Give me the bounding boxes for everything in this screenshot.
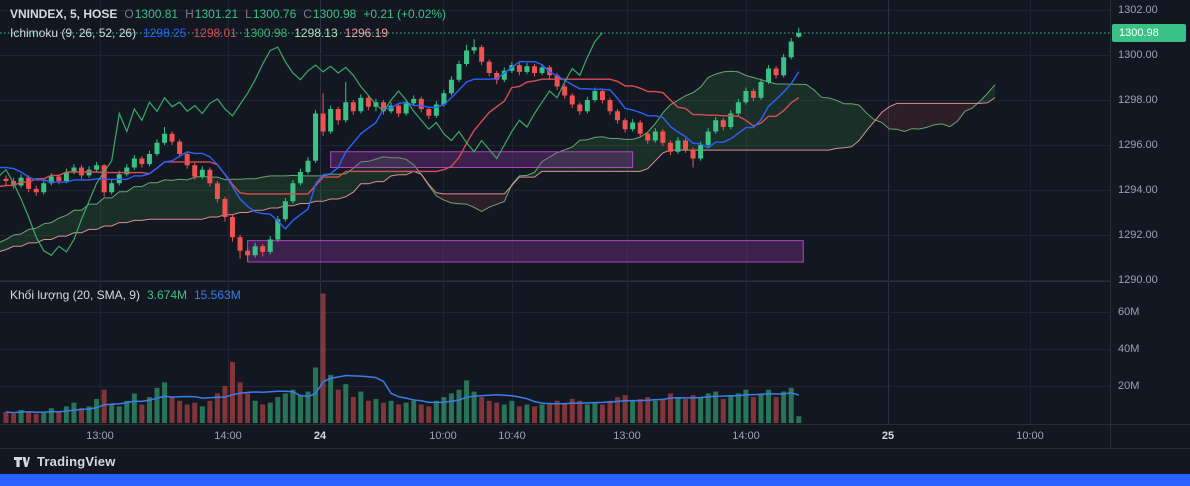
senkou-a-line [0,70,996,243]
time-axis-label: 25 [881,430,895,442]
ichimoku-cloud [0,71,996,252]
price-axis-label: 1298.00 [1118,94,1158,106]
ohlc-close: C 1300.98 [303,7,356,21]
ohlc-low: L 1300.76 [245,7,296,21]
bottom-accent-bar [0,474,1190,486]
time-axis-label: 14:00 [732,430,760,442]
time-axis-label: 24 [313,430,327,442]
senkou-b-line [0,97,996,252]
ohlc-open: O 1300.81 [124,7,178,21]
time-axis[interactable]: 13:00 14:00 24 10:00 10:40 13:00 14:00 25 10:00 [0,424,1110,449]
time-axis-label: 10:00 [429,430,457,442]
volume-ma-value: 15.563M [194,288,241,302]
open-value: 1300.81 [134,7,179,21]
price-axis-label: 1292.00 [1118,229,1158,241]
chart-canvas[interactable] [0,0,1110,424]
last-price-badge: 1300.98 [1112,24,1186,42]
ichimoku-senkou-a-value: 1298.13 [294,26,338,40]
close-value: 1300.98 [312,7,357,21]
high-value: 1301.21 [194,7,239,21]
tradingview-brand-text[interactable]: TradingView [37,454,116,469]
price-axis-label: 1290.00 [1118,274,1158,286]
price-axis-label: 1300.00 [1118,49,1158,61]
price-axis-label: 1302.00 [1118,4,1158,16]
time-axis-label: 13:00 [613,430,641,442]
symbol-title[interactable]: VNINDEX, 5, HOSE [10,7,118,21]
price-axis[interactable]: 1300.98 1302.00 1300.00 1298.00 1296.00 1294… [1110,0,1190,424]
kijun-line [0,78,800,195]
time-axis-label: 14:00 [214,430,242,442]
chart-plot-area[interactable]: VNINDEX, 5, HOSE O 1300.81 H 1301.21 L 1300… [0,0,1110,424]
axis-corner [1110,424,1190,448]
ichimoku-kijun-value: 1298.01 [193,26,237,40]
ichimoku-legend: Ichimoku (9, 26, 52, 26) 1298.25 1298.01… [10,26,388,40]
ichimoku-chikou-value: 1300.98 [243,26,288,40]
ichimoku-title[interactable]: Ichimoku (9, 26, 52, 26) [10,26,137,40]
time-axis-label: 10:00 [1016,430,1044,442]
change-value: +0.21 (+0.02%) [363,7,447,21]
ohlc-high: H 1301.21 [185,7,238,21]
tradingview-logo-icon[interactable] [12,453,30,471]
volume-axis-label: 40M [1118,343,1140,355]
volume-legend: Khối lượng (20, SMA, 9) 3.674M 15.563M [10,288,241,302]
volume-bars [3,293,802,423]
time-axis-label: 10:40 [498,430,526,442]
chikou-line [0,32,603,257]
high-label: H [185,7,194,21]
volume-current-value: 3.674M [146,288,187,302]
time-axis-label: 13:00 [86,430,114,442]
price-axis-label: 1294.00 [1118,184,1158,196]
symbol-legend: VNINDEX, 5, HOSE O 1300.81 H 1301.21 L 1300… [10,7,446,21]
low-value: 1300.76 [252,7,297,21]
ichimoku-senkou-b-value: 1296.19 [344,26,389,40]
ichimoku-tenkan-value: 1298.25 [143,26,187,40]
bottom-toolbar: TradingView [0,448,1190,474]
grid-lines [0,0,1110,424]
volume-title[interactable]: Khối lượng (20, SMA, 9) [10,288,140,302]
open-label: O [124,7,134,21]
volume-axis-label: 20M [1118,380,1140,392]
tenkan-line [0,61,800,230]
price-axis-label: 1296.00 [1118,139,1158,151]
close-label: C [303,7,312,21]
volume-ma-line [5,374,800,414]
low-label: L [245,7,252,21]
drawing-rectangles[interactable] [247,151,804,263]
volume-axis-label: 60M [1118,306,1140,318]
